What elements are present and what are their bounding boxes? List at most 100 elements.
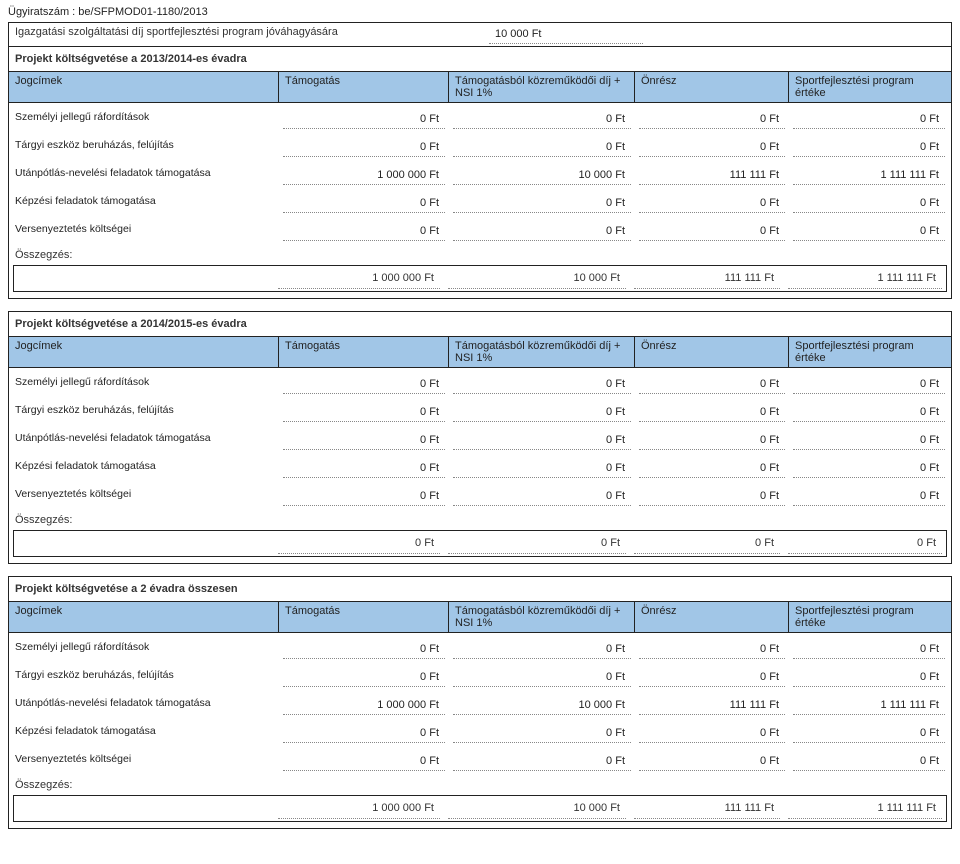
summary-value: 10 000 Ft [448, 798, 626, 819]
summary-value: 111 111 Ft [634, 268, 780, 289]
summary-value: 10 000 Ft [448, 268, 626, 289]
cell-value: 1 111 111 Ft [793, 163, 945, 185]
summary-value: 1 111 111 Ft [788, 268, 942, 289]
col-jogcimek: Jogcímek [9, 337, 279, 367]
cell-value: 0 Ft [639, 400, 785, 422]
row-label: Versenyeztetés költségei [9, 215, 279, 243]
cell-value: 0 Ft [453, 637, 631, 659]
table-row: Versenyeztetés költségei 0 Ft 0 Ft 0 Ft … [9, 480, 951, 508]
summary-value: 1 000 000 Ft [278, 268, 440, 289]
row-label: Tárgyi eszköz beruházás, felújítás [9, 661, 279, 689]
cell-value: 0 Ft [793, 135, 945, 157]
cell-value: 0 Ft [793, 372, 945, 394]
table-row: Személyi jellegű ráfordítások 0 Ft 0 Ft … [9, 633, 951, 661]
cell-value: 0 Ft [453, 484, 631, 506]
table-row: Tárgyi eszköz beruházás, felújítás 0 Ft … [9, 661, 951, 689]
summary-spacer [14, 796, 274, 821]
cell-value: 0 Ft [453, 191, 631, 213]
table-header: Jogcímek Támogatás Támogatásból közreműk… [9, 71, 951, 103]
row-label: Tárgyi eszköz beruházás, felújítás [9, 131, 279, 159]
table-row: Versenyeztetés költségei 0 Ft 0 Ft 0 Ft … [9, 745, 951, 773]
cell-value: 10 000 Ft [453, 693, 631, 715]
row-label: Versenyeztetés költségei [9, 480, 279, 508]
col-tamogatas: Támogatás [279, 602, 449, 632]
section-1: Igazgatási szolgáltatási díj sportfejles… [8, 22, 952, 299]
col-tamogatasbol: Támogatásból közreműködői díj + NSI 1% [449, 72, 635, 102]
summary-value: 111 111 Ft [634, 798, 780, 819]
cell-value: 0 Ft [283, 135, 445, 157]
cell-value: 0 Ft [793, 219, 945, 241]
summary-label: Összegzés: [9, 508, 951, 528]
cell-value: 0 Ft [639, 428, 785, 450]
cell-value: 111 111 Ft [639, 163, 785, 185]
summary-spacer [14, 266, 274, 291]
table-row: Képzési feladatok támogatása 0 Ft 0 Ft 0… [9, 717, 951, 745]
cell-value: 111 111 Ft [639, 693, 785, 715]
cell-value: 0 Ft [639, 107, 785, 129]
document-id: Ügyiratszám : be/SFPMOD01-1180/2013 [8, 6, 952, 18]
cell-value: 0 Ft [453, 665, 631, 687]
section-title: Projekt költségvetése a 2014/2015-es éva… [9, 312, 951, 336]
cell-value: 0 Ft [793, 721, 945, 743]
table-row: Versenyeztetés költségei 0 Ft 0 Ft 0 Ft … [9, 215, 951, 243]
cell-value: 0 Ft [283, 456, 445, 478]
cell-value: 0 Ft [793, 749, 945, 771]
cell-value: 0 Ft [283, 219, 445, 241]
cell-value: 0 Ft [283, 484, 445, 506]
cell-value: 0 Ft [639, 191, 785, 213]
cell-value: 10 000 Ft [453, 163, 631, 185]
cell-value: 0 Ft [283, 400, 445, 422]
cell-value: 0 Ft [283, 428, 445, 450]
cell-value: 0 Ft [639, 721, 785, 743]
table-row: Tárgyi eszköz beruházás, felújítás 0 Ft … [9, 131, 951, 159]
row-label: Személyi jellegű ráfordítások [9, 633, 279, 661]
section-title: Projekt költségvetése a 2013/2014-es éva… [9, 47, 951, 71]
section-title: Projekt költségvetése a 2 évadra összese… [9, 577, 951, 601]
cell-value: 0 Ft [283, 372, 445, 394]
col-onresz: Önrész [635, 72, 789, 102]
table-row: Személyi jellegű ráfordítások 0 Ft 0 Ft … [9, 103, 951, 131]
cell-value: 0 Ft [453, 749, 631, 771]
col-tamogatas: Támogatás [279, 337, 449, 367]
summary-row: 0 Ft 0 Ft 0 Ft 0 Ft [13, 530, 947, 557]
cell-value: 1 111 111 Ft [793, 693, 945, 715]
intro-value: 10 000 Ft [489, 25, 643, 44]
row-label: Képzési feladatok támogatása [9, 717, 279, 745]
row-label: Utánpótlás-nevelési feladatok támogatása [9, 424, 279, 452]
row-label: Személyi jellegű ráfordítások [9, 103, 279, 131]
col-program-erteke: Sportfejlesztési program értéke [789, 602, 951, 632]
row-label: Versenyeztetés költségei [9, 745, 279, 773]
section-2: Projekt költségvetése a 2014/2015-es éva… [8, 311, 952, 564]
table-row: Utánpótlás-nevelési feladatok támogatása… [9, 424, 951, 452]
row-label: Utánpótlás-nevelési feladatok támogatása [9, 689, 279, 717]
cell-value: 0 Ft [793, 191, 945, 213]
intro-row: Igazgatási szolgáltatási díj sportfejles… [9, 23, 951, 47]
cell-value: 0 Ft [639, 637, 785, 659]
summary-spacer [14, 531, 274, 556]
cell-value: 0 Ft [639, 219, 785, 241]
summary-value: 1 111 111 Ft [788, 798, 942, 819]
table-header: Jogcímek Támogatás Támogatásból közreműk… [9, 336, 951, 368]
cell-value: 0 Ft [283, 721, 445, 743]
summary-value: 0 Ft [634, 533, 780, 554]
table-row: Képzési feladatok támogatása 0 Ft 0 Ft 0… [9, 452, 951, 480]
row-label: Tárgyi eszköz beruházás, felújítás [9, 396, 279, 424]
cell-value: 0 Ft [283, 107, 445, 129]
col-onresz: Önrész [635, 602, 789, 632]
cell-value: 0 Ft [639, 484, 785, 506]
col-tamogatas: Támogatás [279, 72, 449, 102]
cell-value: 0 Ft [793, 665, 945, 687]
table-row: Személyi jellegű ráfordítások 0 Ft 0 Ft … [9, 368, 951, 396]
col-tamogatasbol: Támogatásból közreműködői díj + NSI 1% [449, 337, 635, 367]
cell-value: 0 Ft [793, 107, 945, 129]
cell-value: 0 Ft [453, 219, 631, 241]
cell-value: 0 Ft [793, 484, 945, 506]
cell-value: 0 Ft [639, 456, 785, 478]
cell-value: 0 Ft [793, 456, 945, 478]
cell-value: 0 Ft [453, 107, 631, 129]
cell-value: 0 Ft [283, 191, 445, 213]
cell-value: 0 Ft [453, 372, 631, 394]
row-label: Képzési feladatok támogatása [9, 452, 279, 480]
cell-value: 0 Ft [793, 428, 945, 450]
col-onresz: Önrész [635, 337, 789, 367]
